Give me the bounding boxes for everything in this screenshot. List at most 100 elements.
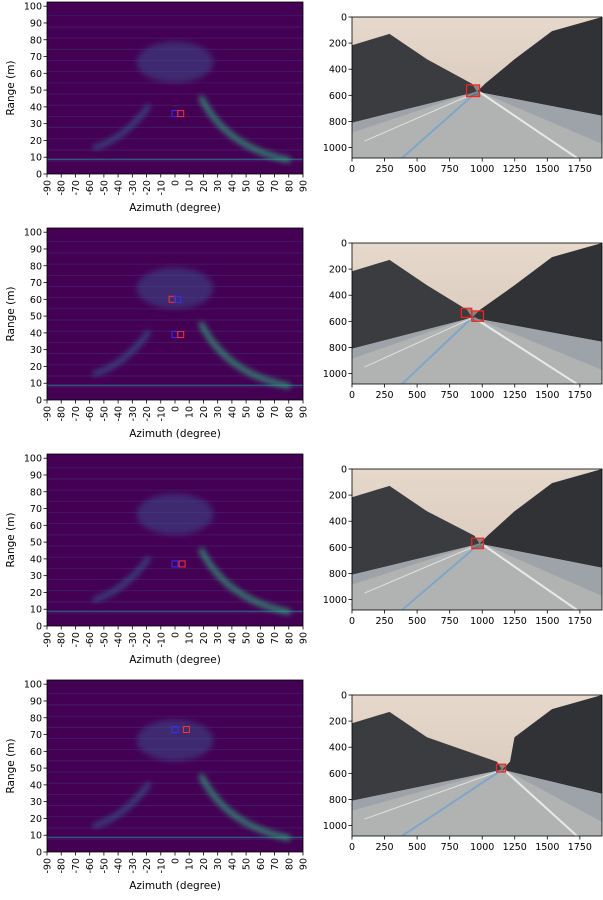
lane-line [503,768,578,836]
x-tick-label: 500 [408,164,426,175]
x-tick-label: 750 [441,616,459,627]
trees-right [472,243,602,342]
x-tick-label: 1000 [470,842,494,853]
detection-marker [177,331,185,339]
x-tick-label: 20 [199,180,210,192]
x-tick-label: 1250 [503,616,527,627]
detection-box [465,84,481,98]
y-tick-label: 70 [30,278,42,289]
x-tick-label: -20 [142,406,153,422]
lane-line [364,769,504,820]
y-tick-label: 30 [30,797,42,808]
y-tick-label: 80 [30,713,42,724]
x-tick-label: 1750 [568,390,592,401]
lane-line [364,91,479,142]
y-tick-label: 90 [30,470,42,481]
x-tick-label: -40 [114,406,125,422]
detection-marker [182,726,190,734]
x-tick-label: 250 [375,616,393,627]
y-axis-label: Range (m) [5,60,17,115]
y-tick-label: 70 [30,730,42,741]
x-tick-label: 1000 [470,164,494,175]
y-tick-label: 1000 [323,595,347,606]
y-tick-label: 200 [329,39,347,50]
heatmap-glow [136,267,214,309]
axes-frame [351,468,603,611]
y-tick-label: 0 [341,13,347,24]
x-tick-label: 1000 [470,616,494,627]
y-tick-label: 40 [30,328,42,339]
trees-left [352,711,502,801]
y-tick-label: 0 [341,691,347,702]
x-tick-label: 70 [270,632,281,644]
x-tick-label: 90 [299,406,310,418]
x-tick-label: 750 [441,164,459,175]
y-axis-label: Range (m) [5,286,17,341]
x-tick-label: 750 [441,390,459,401]
axes-frame [351,16,603,159]
y-tick-label: 60 [30,295,42,306]
y-tick-label: 20 [30,814,42,825]
heatmap-glow [136,41,214,83]
axes-frame [351,694,603,837]
y-tick-label: 70 [30,52,42,63]
heatmap-panel: -90 -80 -70 -60 -50 -40 -30 -20 -10 0 10 20 30 40 50 60… [5,679,310,892]
trees-left [352,33,477,123]
road [352,317,602,384]
x-tick-label: 1750 [568,616,592,627]
y-tick-label: 80 [30,261,42,272]
x-tick-label: 40 [227,632,238,644]
x-tick-label: 1250 [503,164,527,175]
x-tick-label: -60 [85,180,96,196]
y-tick-label: 800 [329,795,347,806]
x-tick-label: 500 [408,616,426,627]
heatmap-arc [92,103,152,151]
x-tick-label: 1750 [568,164,592,175]
heatmap-arc [198,547,291,615]
x-tick-label: 500 [408,842,426,853]
x-tick-label: -30 [128,858,139,874]
heatmap-glow [136,719,214,761]
x-tick-label: 30 [213,858,224,870]
x-tick-label: 1750 [568,842,592,853]
road [352,769,602,836]
lane-line [401,542,481,610]
x-tick-label: 250 [375,164,393,175]
y-tick-label: 0 [341,239,347,250]
heatmap-arc [92,555,152,603]
y-tick-label: 100 [24,454,42,465]
heatmap-panel: -90 -80 -70 -60 -50 -40 -30 -20 -10 0 10 20 30 40 50 60… [5,227,310,440]
detection-marker [174,295,182,303]
lane-line [401,768,503,836]
x-tick-label: 40 [227,858,238,870]
y-tick-label: 50 [30,312,42,323]
x-tick-label: 60 [256,406,267,418]
x-tick-label: -20 [142,180,153,196]
y-tick-label: 20 [30,588,42,599]
x-tick-label: 60 [256,858,267,870]
y-tick-label: 40 [30,554,42,565]
camera-image [352,695,602,836]
x-tick-label: 250 [375,842,393,853]
road [352,91,602,158]
x-axis-label: Azimuth (degree) [129,654,221,666]
x-tick-label: 10 [185,632,196,644]
y-tick-label: 10 [30,153,42,164]
x-tick-label: 1250 [503,842,527,853]
lane-line [480,542,578,610]
x-tick-label: -20 [142,632,153,648]
trees-right [479,469,602,568]
y-tick-label: 60 [30,69,42,80]
y-tick-label: 30 [30,571,42,582]
x-tick-label: 70 [270,406,281,418]
x-tick-label: 20 [199,406,210,418]
x-tick-label: 20 [199,858,210,870]
y-tick-label: 70 [30,504,42,515]
trees-left [352,485,480,575]
x-tick-label: 1500 [535,164,559,175]
y-tick-label: 1000 [323,821,347,832]
detection-box [495,763,507,773]
heatmap-texture [47,680,303,852]
x-tick-label: -90 [43,406,54,422]
x-tick-label: -60 [85,406,96,422]
